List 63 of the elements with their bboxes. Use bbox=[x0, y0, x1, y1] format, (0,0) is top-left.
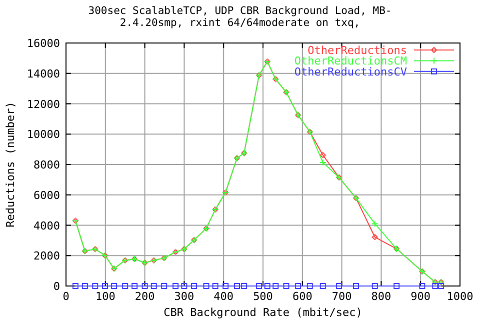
point bbox=[172, 283, 179, 289]
point bbox=[283, 283, 290, 289]
point bbox=[122, 283, 128, 289]
point bbox=[241, 283, 248, 289]
point bbox=[272, 283, 279, 289]
y-tick-label: 12000 bbox=[26, 98, 60, 111]
point bbox=[371, 220, 378, 228]
y-tick-label: 10000 bbox=[26, 128, 60, 142]
point bbox=[295, 283, 302, 289]
legend-label: OtherReductionsCM bbox=[294, 54, 408, 68]
point bbox=[256, 283, 262, 289]
point bbox=[336, 283, 342, 289]
chart-title: 300sec ScalableTCP, UDP CBR Background Load, MB- bbox=[88, 5, 392, 17]
x-tick-label: 500 bbox=[253, 290, 273, 303]
point bbox=[352, 283, 359, 289]
x-tick-label: 100 bbox=[95, 290, 116, 303]
x-tick-label: 800 bbox=[371, 290, 392, 303]
point bbox=[320, 283, 326, 289]
point bbox=[102, 283, 108, 289]
point bbox=[306, 283, 313, 289]
point bbox=[72, 283, 78, 289]
point bbox=[203, 283, 210, 289]
point bbox=[132, 283, 138, 289]
point bbox=[438, 283, 444, 289]
y-tick-label: 4000 bbox=[34, 219, 60, 232]
x-tick-label: 300 bbox=[174, 290, 194, 303]
x-tick-label: 0 bbox=[62, 290, 70, 303]
y-tick-label: 6000 bbox=[34, 188, 60, 202]
y-tick-label: 16000 bbox=[26, 37, 60, 50]
point bbox=[222, 283, 229, 289]
point bbox=[191, 283, 198, 289]
point bbox=[264, 283, 270, 289]
x-tick-label: 200 bbox=[134, 290, 155, 303]
x-tick-label: 900 bbox=[410, 290, 431, 303]
point bbox=[212, 283, 218, 289]
y-tick-label: 0 bbox=[53, 280, 60, 293]
point bbox=[234, 283, 240, 289]
x-axis-title: CBR Background Rate (mbit/sec) bbox=[164, 306, 362, 319]
point bbox=[432, 283, 438, 289]
point bbox=[142, 283, 148, 289]
x-tick-label: 400 bbox=[214, 290, 234, 303]
legend-label: OtherReductionsCV bbox=[294, 65, 408, 78]
point bbox=[82, 283, 88, 289]
point bbox=[320, 152, 326, 158]
legend-label: OtherReductions bbox=[308, 44, 407, 57]
point bbox=[150, 283, 157, 289]
y-tick-label: 2000 bbox=[34, 250, 60, 263]
point bbox=[372, 234, 378, 240]
x-tick-label: 700 bbox=[332, 290, 352, 303]
x-tick-label: 600 bbox=[292, 290, 312, 303]
point bbox=[319, 159, 326, 166]
y-axis-title: Reductions (number) bbox=[4, 102, 17, 228]
x-tick-label: 1000 bbox=[446, 290, 474, 303]
point bbox=[419, 283, 426, 289]
point bbox=[92, 283, 98, 289]
y-tick-label: 14000 bbox=[26, 67, 60, 80]
point bbox=[111, 283, 118, 289]
point bbox=[181, 283, 188, 289]
point bbox=[394, 283, 400, 289]
point bbox=[372, 283, 378, 289]
chart-subtitle: 2.4.20smp, rxint 64/64moderate on txq, bbox=[120, 17, 360, 29]
point bbox=[161, 283, 168, 289]
y-tick-label: 8000 bbox=[34, 158, 60, 172]
